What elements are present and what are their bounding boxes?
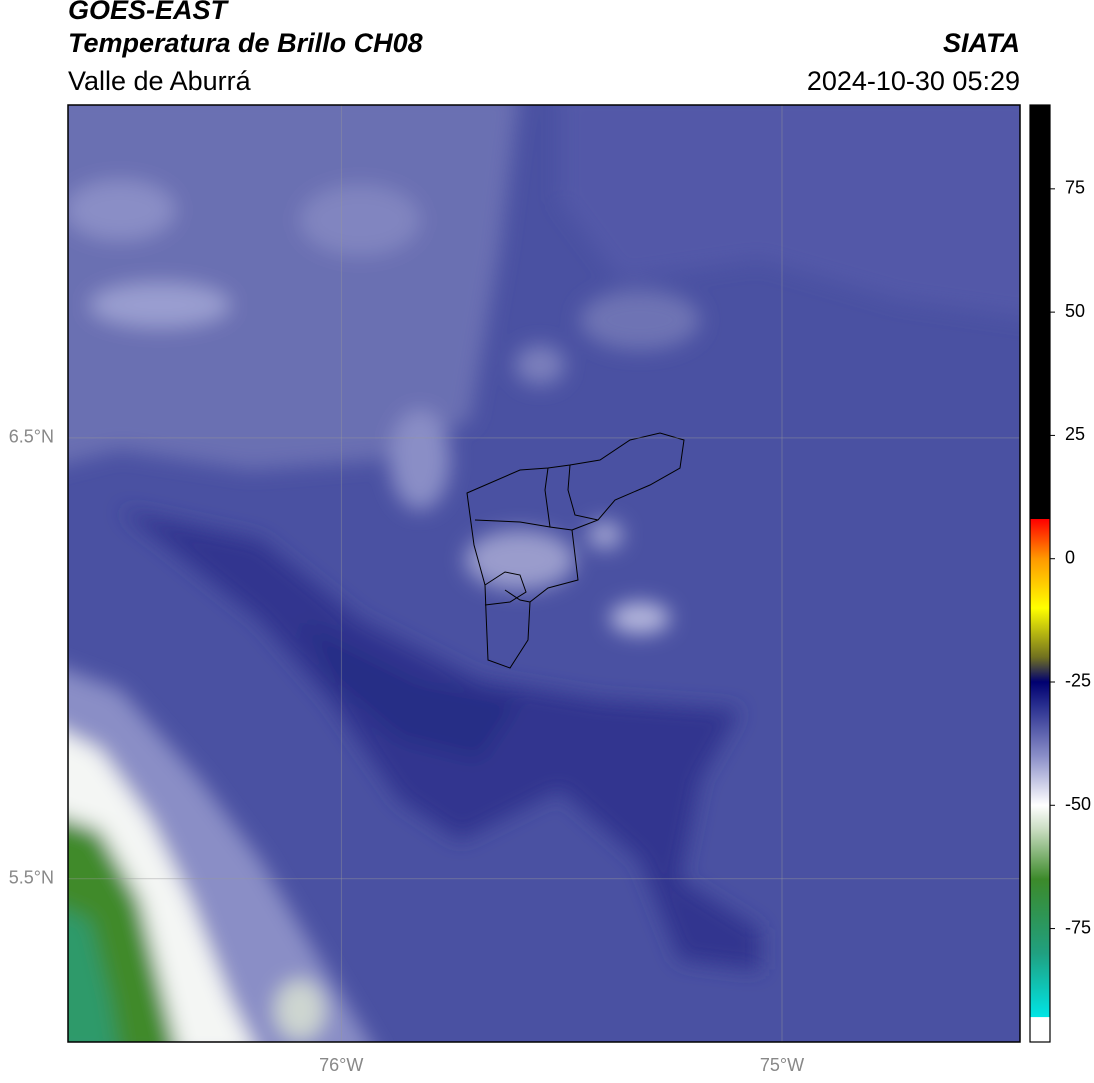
boundaries [466,432,685,669]
field-shapes [68,105,1020,1042]
boundary [544,467,573,531]
product: Temperatura de Brillo CH08 [68,28,423,58]
field-region [68,105,519,470]
colorbar-tick-label: 75 [1065,178,1085,198]
field-green [68,911,117,1042]
colorbar-tick-label: 50 [1065,301,1085,321]
field-blob [515,345,565,385]
map-frame [67,104,1021,1043]
field-blob [90,283,230,327]
colorbar-bar [1029,104,1051,1043]
field-blob [68,180,175,240]
y-tick-label: 6.5°N [9,427,54,447]
colorbar-tick-label: -75 [1065,917,1091,937]
field-blob [300,185,420,255]
field-blob [465,530,575,590]
boundary [484,571,527,606]
colorbar-tick-label: 0 [1065,547,1075,567]
field [68,105,1020,1042]
satellite: GOES-EAST [68,0,230,25]
x-tick-label: 75°W [760,1055,804,1075]
boundary [474,519,551,528]
colorbar-tick-label: -25 [1065,671,1091,691]
field-blob [580,290,700,350]
colorbar-tick-label: 25 [1065,424,1085,444]
field-blob [587,521,623,549]
field-dark [300,620,520,760]
field-blob [275,980,325,1040]
source: SIATA [943,28,1020,58]
colorbar-tick-label: -50 [1065,794,1091,814]
field-blob [390,410,450,510]
timestamp: 2024-10-30 05:29 [807,66,1020,96]
x-tick-label: 76°W [319,1055,363,1075]
colorbar: 75 50 25 0 -25 -50 -75 [1029,104,1091,1043]
graticule: 76°W 75°W 6.5°N 5.5°N [9,105,1020,1075]
field-blob [610,602,670,634]
y-tick-label: 5.5°N [9,868,54,888]
region: Valle de Aburrá [68,66,252,96]
boundary [567,464,599,521]
boundary [504,589,531,603]
field-region [560,105,1020,318]
